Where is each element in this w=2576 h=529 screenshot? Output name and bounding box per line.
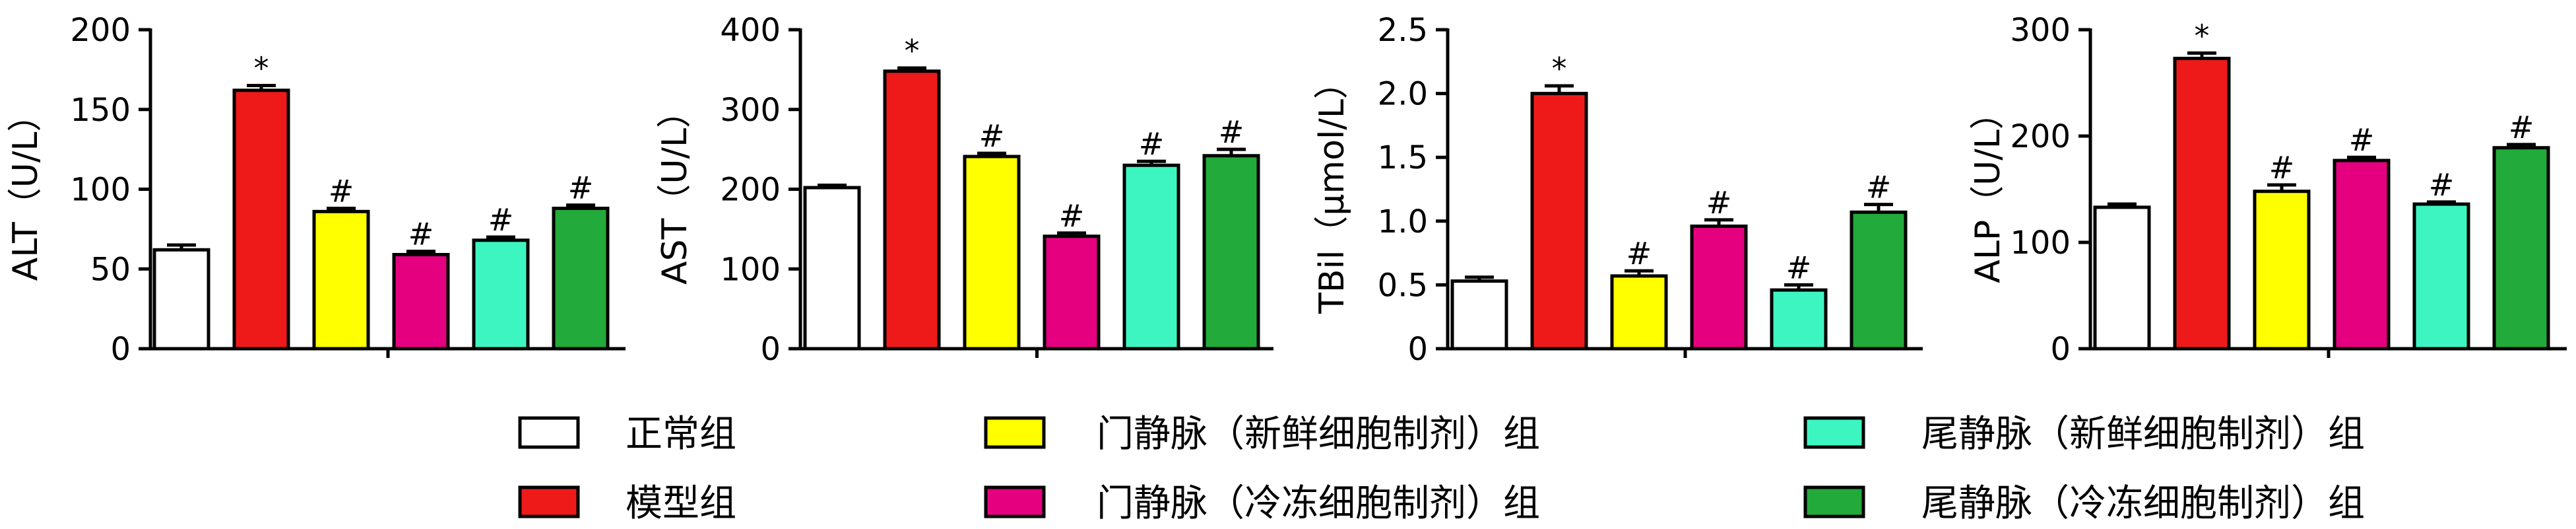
significance-mark: # xyxy=(2509,110,2534,145)
y-axis-label: TBil（μmol/L） xyxy=(1312,65,1352,314)
bar xyxy=(1530,92,1588,351)
significance-mark: # xyxy=(1626,236,1652,271)
bar xyxy=(152,248,210,351)
bar xyxy=(1690,225,1748,351)
significance-mark: # xyxy=(1786,250,1812,285)
y-axis-label: AST（U/L） xyxy=(655,94,695,285)
y-tick-label: 200 xyxy=(720,172,781,209)
bar xyxy=(1122,163,1180,351)
legend-swatch xyxy=(984,416,1046,449)
y-tick-label: 2.0 xyxy=(1378,76,1428,113)
bar xyxy=(2093,205,2151,351)
significance-mark: * xyxy=(254,51,269,87)
bar xyxy=(392,253,450,351)
y-tick-label: 150 xyxy=(70,92,131,129)
significance-mark: # xyxy=(2269,150,2295,186)
y-tick-label: 1.0 xyxy=(1378,203,1428,240)
significance-mark: * xyxy=(905,33,920,69)
bar xyxy=(2492,146,2550,351)
y-tick-label: 0 xyxy=(110,331,131,368)
significance-mark: # xyxy=(329,173,354,209)
y-tick-label: 0 xyxy=(1407,331,1428,368)
significance-mark: * xyxy=(1552,51,1567,87)
significance-mark: # xyxy=(1866,170,1892,205)
significance-mark: * xyxy=(2195,18,2210,53)
bar xyxy=(1770,288,1828,351)
legend-label: 尾静脉（冷冻细胞制剂）组 xyxy=(1921,482,2365,525)
y-tick-label: 100 xyxy=(720,251,781,288)
significance-mark: # xyxy=(979,118,1005,154)
y-tick-label: 200 xyxy=(70,12,131,49)
y-tick-label: 0 xyxy=(760,331,781,368)
y-tick-label: 300 xyxy=(720,92,781,129)
y-tick-label: 100 xyxy=(2010,225,2071,262)
legend-label: 尾静脉（新鲜细胞制剂）组 xyxy=(1921,413,2365,456)
bar xyxy=(1610,274,1668,351)
y-axis-label: ALP（U/L） xyxy=(1968,95,2008,283)
y-axis-label: ALT（U/L） xyxy=(6,98,46,281)
significance-mark: # xyxy=(568,170,594,206)
chart-panel: * # # # #0 100 200 300 ALP（U/L） xyxy=(1968,12,2567,368)
y-tick-label: 100 xyxy=(70,172,131,209)
y-tick-label: 0.5 xyxy=(1378,267,1428,304)
chart-panel: * # # # #0 50 100 150 200 ALT（U/L） xyxy=(6,12,626,368)
panels: * # # # #0 50 100 150 200 ALT（U/L） * # # # #0 100 200 300… xyxy=(6,12,2567,368)
y-tick-label: 200 xyxy=(2010,118,2071,155)
bar xyxy=(1450,279,1508,351)
legend-swatch xyxy=(1803,416,1865,449)
significance-mark: # xyxy=(2429,167,2455,203)
bar xyxy=(232,88,290,351)
y-tick-label: 300 xyxy=(2010,12,2071,49)
legend-swatch xyxy=(1803,485,1865,518)
significance-mark: # xyxy=(1139,126,1165,162)
y-tick-label: 2.5 xyxy=(1378,12,1428,49)
significance-mark: # xyxy=(488,202,514,238)
bar xyxy=(1850,210,1908,351)
legend-label: 门静脉（新鲜细胞制剂）组 xyxy=(1097,413,1540,456)
bar xyxy=(472,238,530,351)
significance-mark: # xyxy=(1059,198,1085,234)
legend-label: 门静脉（冷冻细胞制剂）组 xyxy=(1097,482,1540,525)
y-tick-label: 400 xyxy=(720,12,781,49)
legend-swatch xyxy=(518,485,580,518)
legend-swatch xyxy=(984,485,1046,518)
bar xyxy=(963,155,1021,351)
bar xyxy=(552,206,610,351)
legend-label: 模型组 xyxy=(626,482,736,525)
chart-panel: * # # # #0 0.5 1.0 1.5 2.0 2.5 TBil（μmol/L） xyxy=(1312,12,1923,368)
significance-mark: # xyxy=(1706,185,1732,221)
y-tick-label: 0 xyxy=(2050,331,2071,368)
bar xyxy=(1043,234,1101,351)
bar xyxy=(803,186,861,351)
bar xyxy=(312,209,370,351)
significance-mark: # xyxy=(1219,114,1244,150)
legend: 正常组 模型组 门静脉（新鲜细胞制剂）组 门静脉（冷冻细胞制剂）组 尾静脉（新鲜… xyxy=(518,413,2365,525)
bar xyxy=(2333,159,2391,351)
bar xyxy=(1202,154,1260,351)
chart-panel: * # # # #0 100 200 300 400 AST（U/L） xyxy=(655,12,1273,368)
y-tick-label: 1.5 xyxy=(1378,139,1428,176)
bar xyxy=(2173,56,2231,351)
legend-label: 正常组 xyxy=(626,413,736,456)
bar xyxy=(883,69,941,351)
significance-mark: # xyxy=(2349,122,2375,158)
bar xyxy=(2253,190,2311,351)
legend-swatch xyxy=(518,416,580,449)
y-tick-label: 50 xyxy=(90,251,131,288)
bar xyxy=(2412,202,2470,351)
significance-mark: # xyxy=(408,217,434,252)
